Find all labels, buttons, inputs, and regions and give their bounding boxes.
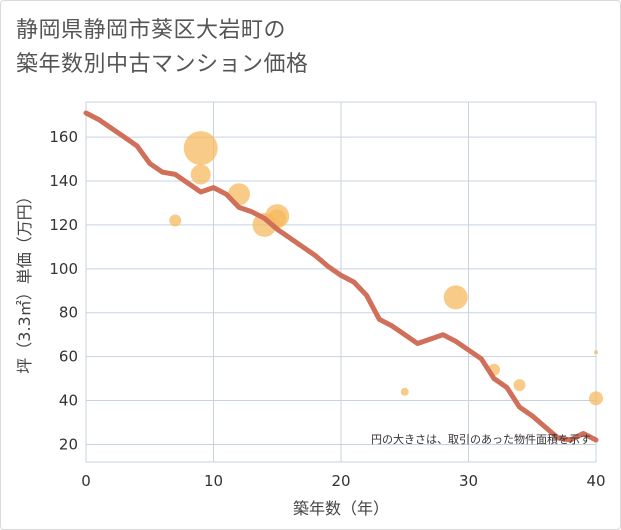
y-axis-label: 坪（3.3㎡）単価（万円）	[15, 188, 34, 373]
y-tick-label: 40	[59, 392, 78, 410]
title-line-2: 築年数別中古マンション価格	[16, 52, 309, 77]
scatter-point	[594, 350, 598, 355]
x-tick-label: 30	[459, 472, 478, 490]
chart-title: 静岡県静岡市葵区大岩町の 築年数別中古マンション価格	[16, 14, 309, 82]
x-tick-label: 10	[204, 472, 223, 490]
grid	[85, 101, 597, 463]
y-tick-label: 160	[49, 128, 78, 146]
scatter-point	[190, 164, 211, 185]
scatter-point	[400, 387, 409, 396]
scatter-point	[443, 285, 468, 310]
bubbles	[169, 131, 603, 406]
y-tick-label: 100	[49, 260, 78, 278]
axes: 0 10 20 30 40 20 40 60 80 100 120 140 160	[49, 128, 605, 490]
x-tick-label: 40	[586, 472, 605, 490]
y-tick-label: 60	[59, 348, 78, 366]
y-tick-label: 20	[59, 435, 78, 453]
y-tick-label: 120	[49, 216, 78, 234]
size-note: 円の大きさは、取引のあった物件面積を示す	[371, 432, 591, 446]
title-line-1: 静岡県静岡市葵区大岩町の	[16, 18, 287, 43]
x-axis-label: 築年数（年）	[293, 499, 389, 518]
trend-line	[83, 110, 599, 443]
y-tick-label: 140	[49, 172, 78, 190]
trend-line-group	[83, 110, 599, 443]
scatter-point	[183, 131, 218, 166]
scatter-point	[169, 214, 182, 227]
y-tick-label: 80	[59, 304, 78, 322]
x-tick-label: 0	[81, 472, 91, 490]
x-tick-label: 20	[331, 472, 350, 490]
scatter-point	[589, 391, 603, 406]
scatter-point	[513, 379, 526, 392]
